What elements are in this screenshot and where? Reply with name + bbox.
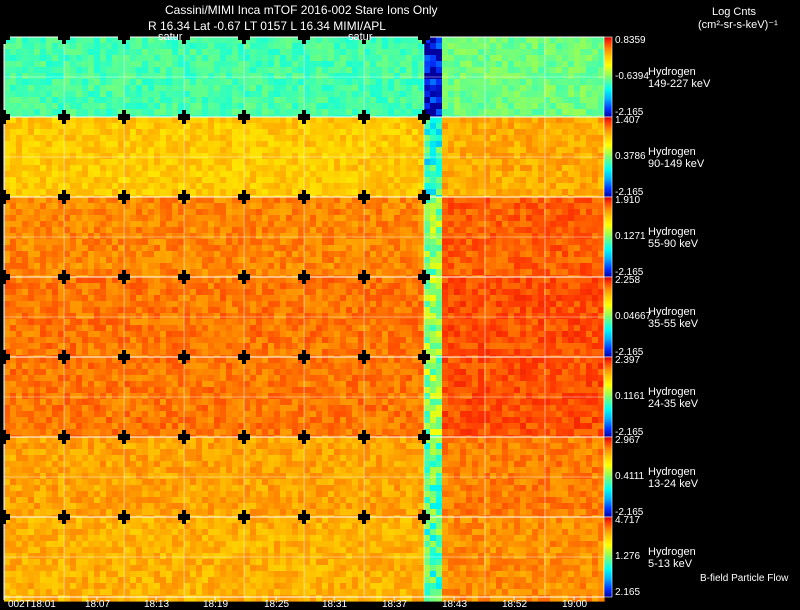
species-label: Hydrogen [648, 306, 696, 318]
colorbar-mid-label: 0.1161 [615, 391, 645, 403]
x-tick-label: 18:19 [203, 599, 228, 610]
panel-7 [0, 510, 612, 602]
colorbar [604, 517, 612, 597]
colorbar-max-label: 4.717 [615, 515, 640, 527]
colorbar-mid-label: -0.6394 [615, 71, 649, 83]
x-tick-label: 18:25 [264, 599, 289, 610]
species-label: Hydrogen [648, 386, 696, 398]
saturn-label: satur [348, 31, 372, 43]
saturn-label: satur [158, 31, 182, 43]
colorbar-units: (cm²-sr-s-keV)⁻¹ [698, 19, 778, 31]
colorbar-mid-label: 0.1271 [615, 231, 646, 243]
colorbar [604, 117, 612, 197]
colorbar [604, 37, 612, 117]
colorbar-mid-label: 0.04667 [615, 311, 651, 323]
colorbar-mid-label: 0.4111 [615, 471, 644, 483]
energy-label: 90-149 keV [648, 158, 704, 170]
species-label: Hydrogen [648, 66, 696, 78]
colorbar-min-label: 2.165 [615, 587, 640, 599]
x-tick-label: 18:52 [502, 599, 527, 610]
panel-1 [0, 30, 612, 122]
colorbar-max-label: 1.407 [615, 115, 640, 127]
x-tick-label: 19:00 [562, 599, 587, 610]
x-tick-label: 18:13 [144, 599, 169, 610]
x-tick-label: 18:07 [85, 599, 110, 610]
colorbar-max-label: 1.910 [615, 195, 640, 207]
bfield-flow-label: B-field Particle Flow [700, 573, 788, 585]
panel-5 [0, 350, 612, 442]
energy-label: 55-90 keV [648, 238, 698, 250]
colorbar [604, 277, 612, 357]
energy-label: 149-227 keV [648, 78, 710, 90]
colorbar [604, 197, 612, 277]
energy-label: 35-55 keV [648, 318, 698, 330]
panel-2 [0, 110, 612, 202]
x-tick-label: 18:31 [322, 599, 347, 610]
colorbar-max-label: 2.967 [615, 435, 640, 447]
x-tick-label: 18:43 [442, 599, 467, 610]
colorbar-mid-label: 0.3786 [615, 151, 646, 163]
colorbar-max-label: 2.258 [615, 275, 640, 287]
colorbar-max-label: 0.8359 [615, 35, 646, 47]
panel-3 [0, 190, 612, 282]
colorbar-mid-label: 1.276 [615, 551, 640, 563]
energy-label: 13-24 keV [648, 478, 698, 490]
x-tick-label: 002T18:01 [8, 599, 56, 610]
chart-title: Cassini/MIMI Inca mTOF 2016-002 Stare Io… [165, 4, 438, 16]
colorbar-max-label: 2.397 [615, 355, 640, 367]
species-label: Hydrogen [648, 546, 696, 558]
species-label: Hydrogen [648, 466, 696, 478]
colorbar-units-title: Log Cnts [712, 6, 756, 18]
species-label: Hydrogen [648, 146, 696, 158]
panel-6 [0, 430, 612, 522]
panel-4 [0, 270, 612, 362]
energy-label: 5-13 keV [648, 558, 692, 570]
energy-label: 24-35 keV [648, 398, 698, 410]
species-label: Hydrogen [648, 226, 696, 238]
x-tick-label: 18:37 [382, 599, 407, 610]
colorbar [604, 437, 612, 517]
colorbar [604, 357, 612, 437]
